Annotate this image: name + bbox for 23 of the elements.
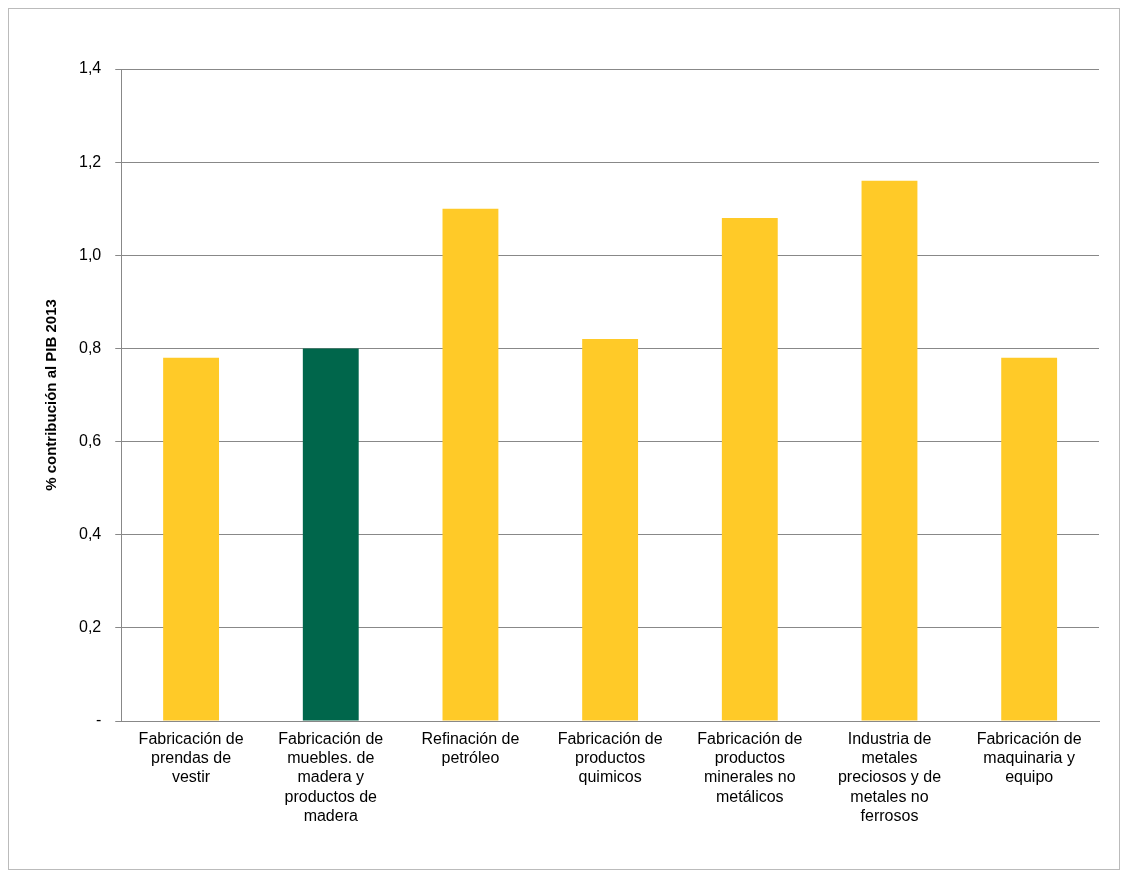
bar xyxy=(1001,357,1058,721)
y-axis-title: % contribución al PIB 2013 xyxy=(42,299,60,491)
bar xyxy=(861,180,918,721)
x-tick-label: Industria de metales preciosos y de metales no ferrosos xyxy=(837,730,942,824)
x-tick-label: Fabricación de muebles. de madera y productos de madera xyxy=(278,730,384,824)
bar xyxy=(302,348,359,721)
bar xyxy=(582,339,639,721)
y-tick-label: 1,2 xyxy=(78,152,102,170)
bar xyxy=(442,208,499,721)
x-tick-label: Refinación de petróleo xyxy=(421,730,520,767)
x-tick-label: Fabricación de productos quimicos xyxy=(557,730,663,786)
x-tick-label: Fabricación de maquinaria y equipo xyxy=(976,730,1082,786)
y-tick-label: 1,4 xyxy=(78,59,102,77)
x-tick-label: Fabricación de prendas de vestir xyxy=(138,730,244,786)
y-tick-label: 0,4 xyxy=(78,525,102,543)
y-tick-label: 1,0 xyxy=(78,245,102,263)
y-tick-label: 0,2 xyxy=(78,618,102,636)
bar xyxy=(721,218,778,721)
y-tick-label: - xyxy=(95,711,102,729)
y-tick-label: 0,6 xyxy=(78,431,102,449)
y-tick-label: 0,8 xyxy=(78,338,102,356)
x-tick-label: Fabricación de productos minerales no metálicos xyxy=(697,730,803,805)
bar xyxy=(163,357,220,721)
